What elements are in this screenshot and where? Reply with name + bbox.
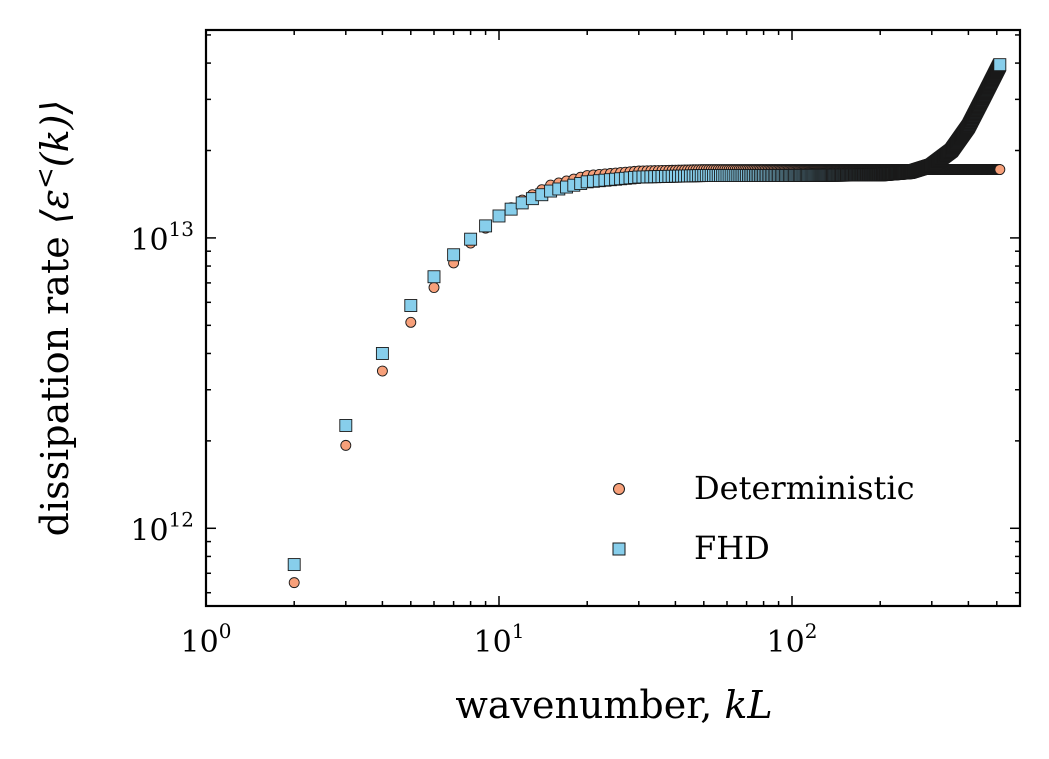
data-point [492, 209, 506, 223]
data-point [479, 219, 493, 233]
x-axis-label: wavenumber, kL [455, 683, 772, 727]
data-point [375, 347, 389, 360]
data-point [464, 232, 478, 246]
y-tick-label: 1013 [130, 217, 194, 258]
data-point [427, 270, 441, 284]
data-point [288, 577, 300, 589]
plot-frame [204, 28, 1022, 608]
series-deterministic [288, 164, 1006, 589]
data-point [376, 365, 388, 377]
x-tick-label: 100 [181, 619, 232, 660]
labels-layer: 100 101 102 1012 1013 [130, 217, 817, 660]
data-point [287, 558, 301, 572]
data-point [504, 202, 518, 216]
x-tick-label: 102 [767, 619, 818, 660]
data-point [447, 248, 461, 262]
data-point [340, 439, 352, 451]
legend-label-fhd: FHD [694, 529, 770, 567]
ticks-layer [205, 30, 1021, 606]
data-point [339, 419, 353, 432]
y-tick-label: 1012 [130, 507, 194, 548]
points-layer [287, 58, 1007, 589]
data-point [405, 316, 417, 328]
x-tick-label: 101 [474, 619, 525, 660]
data-point [993, 58, 1007, 72]
data-point [428, 282, 440, 293]
y-axis-label: dissipation rate ⟨ε<(k)⟩ [31, 100, 77, 537]
legend: Deterministic FHD [612, 469, 915, 567]
legend-marker-deterministic [613, 483, 625, 495]
legend-marker-fhd [612, 542, 626, 556]
data-point [994, 164, 1006, 175]
data-point [404, 299, 418, 312]
legend-label-deterministic: Deterministic [694, 469, 915, 507]
series-fhd [287, 58, 1007, 572]
